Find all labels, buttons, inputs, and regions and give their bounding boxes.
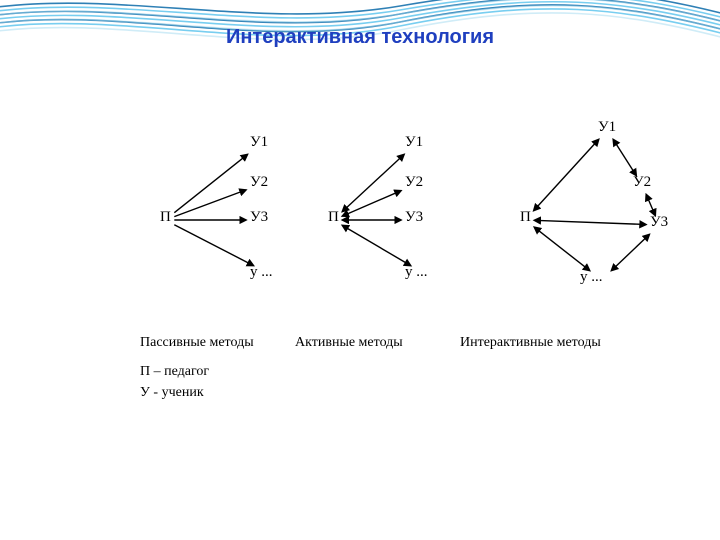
node-label: У1 — [250, 134, 268, 151]
node-label: У1 — [405, 134, 423, 151]
node-label: у ... — [405, 264, 428, 281]
node-label: П — [160, 209, 171, 226]
node-label: У2 — [250, 174, 268, 191]
node-label: П — [520, 209, 531, 226]
node-label: у ... — [580, 269, 603, 286]
legend-line-2: У - ученик — [140, 382, 660, 403]
diagram-caption: Интерактивные методы — [460, 335, 601, 351]
page-title: Интерактивная технология — [0, 26, 720, 49]
node-label: П — [328, 209, 339, 226]
captions-block: Пассивные методы Активные методы Интеракти… — [140, 335, 660, 403]
node-label: У2 — [633, 174, 651, 191]
node-label: У1 — [598, 119, 616, 136]
node-label: У3 — [650, 214, 668, 231]
node-label: У3 — [250, 209, 268, 226]
node-label: У2 — [405, 174, 423, 191]
diagram-area: П У1 У2 У3 у ... П У1 У2 У3 у ... П У1 У2 У3 у ... — [0, 90, 720, 330]
diagram-caption: Активные методы — [295, 335, 403, 351]
node-label: у ... — [250, 264, 273, 281]
legend-line-1: П – педагог — [140, 361, 660, 382]
diagram-caption: Пассивные методы — [140, 335, 254, 351]
node-label: У3 — [405, 209, 423, 226]
